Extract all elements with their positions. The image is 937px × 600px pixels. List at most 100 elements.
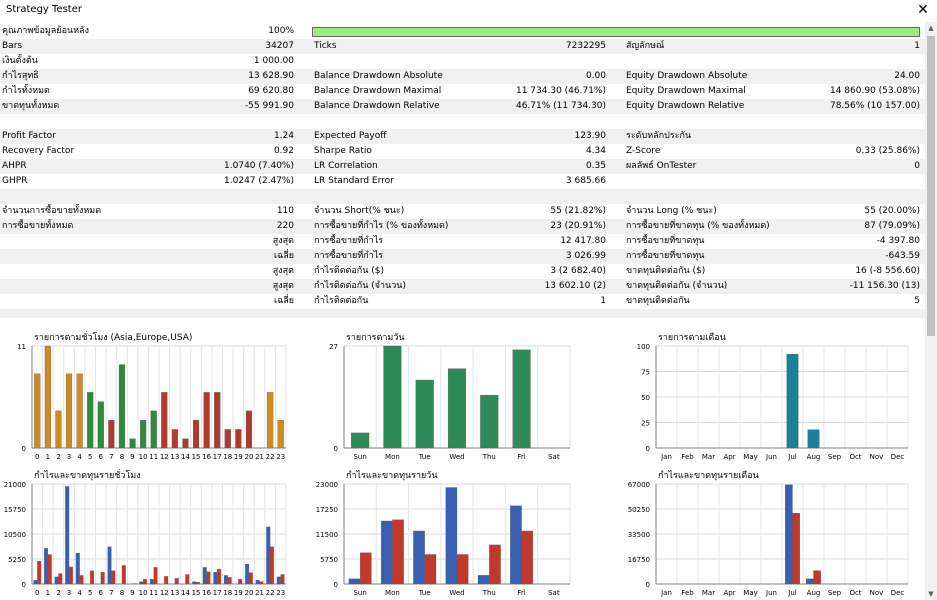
report-label: จำนวน Long (% ชนะ) [626, 206, 717, 216]
report-label: Balance Drawdown Maximal [314, 86, 442, 96]
report-value: สูงสุด [272, 236, 294, 246]
x-tick-label: 4 [77, 589, 82, 597]
report-value: 14 860.90 (53.08%) [829, 86, 920, 96]
report-value: 123.90 [574, 131, 607, 141]
x-tick-label: 5 [88, 453, 92, 461]
bar [161, 392, 168, 449]
y-tick-label: 0 [22, 445, 26, 453]
x-tick-label: 1 [46, 589, 50, 597]
report-label [2, 234, 202, 249]
bar [90, 570, 95, 585]
bar [54, 576, 59, 585]
x-tick-label: 16 [202, 589, 211, 597]
report-value: 3 (2 682.40) [550, 266, 606, 276]
bar [171, 429, 178, 449]
bar [79, 575, 84, 585]
report-row: Recovery Factor 0.92 Sharpe Ratio 4.34 Z-Sco… [0, 144, 925, 159]
x-tick-label: 17 [213, 589, 222, 597]
x-tick-label: 10 [139, 453, 148, 461]
bar [164, 576, 169, 585]
report-label: กำไรติดต่อกัน (จำนวน) [314, 281, 406, 291]
report-label: LR Correlation [314, 161, 378, 171]
bar [206, 571, 211, 585]
report-value: -643.59 [885, 251, 920, 261]
x-tick-label: Mon [385, 589, 400, 597]
report-value [760, 189, 920, 204]
x-tick-label: Apr [723, 589, 735, 597]
report-label: กำไรทั้งหมด [2, 86, 50, 96]
bar [512, 349, 531, 449]
bar [111, 570, 116, 585]
bar [47, 554, 52, 585]
report-label: ขาดทุนทั้งหมด [2, 101, 60, 111]
bar [415, 379, 434, 449]
close-icon[interactable]: ✕ [917, 2, 929, 18]
bar [245, 410, 253, 449]
x-tick-label: May [743, 453, 757, 461]
x-tick-label: 10 [139, 589, 148, 597]
report-value: 46.71% (11 734.30) [515, 101, 606, 111]
report-value: 1.0247 (2.47%) [224, 176, 294, 186]
x-tick-label: 6 [99, 589, 104, 597]
bar [149, 579, 154, 585]
scroll-up-icon[interactable]: ▲ [928, 24, 934, 32]
report-value: 69 620.80 [248, 86, 294, 96]
x-tick-label: Thu [482, 589, 496, 597]
bar [44, 345, 51, 449]
bar [121, 565, 126, 585]
scroll-down-icon[interactable]: ▼ [928, 590, 934, 598]
report-label: การซื้อขายทั้งหมด [2, 221, 74, 231]
y-tick-label: 16750 [628, 556, 650, 564]
x-tick-label: 22 [266, 453, 275, 461]
report-value: 16 (-8 556.60) [855, 266, 920, 276]
chart-title: รายการตามวัน [346, 333, 405, 343]
report-label: ขาดทุนติดต่อกัน [626, 296, 690, 306]
bar [381, 520, 393, 585]
x-tick-label: 21 [255, 453, 264, 461]
bar [75, 552, 80, 585]
report-value: 110 [276, 206, 294, 216]
x-tick-label: 9 [130, 589, 134, 597]
x-tick-label: Jul [787, 453, 797, 461]
y-tick-label: 10500 [4, 531, 26, 539]
chart-canvas: 0 5750 11500 17250 23000 Sun Mon Tue Wed Thu Fri Sa… [316, 481, 571, 597]
chart-pl-hour: กำไรและขาดทุนรายชั่วโมง 0 5250 10500 15750 21… [0, 464, 308, 600]
report-value: 0.00 [585, 71, 606, 81]
scroll-thumb[interactable] [927, 36, 935, 336]
report-value: 0 [914, 161, 920, 171]
bar [44, 548, 48, 585]
report-value: 11 734.30 (46.71%) [515, 86, 606, 96]
bar [55, 410, 62, 449]
report-row: สูงสุด กำไรติดต่อกัน (จำนวน) 13 602.10 (2)… [0, 279, 925, 294]
report-label: การซื้อขายที่ขาดทุน [626, 251, 705, 261]
chart-pl-month: กำไรและขาดทุนรายเดือน 0 16750 33500 50250 670… [624, 464, 924, 600]
x-tick-label: Tue [418, 589, 431, 597]
report-label: Balance Drawdown Relative [314, 101, 440, 111]
x-tick-label: 22 [266, 589, 275, 597]
report-row: เงินตั้งต้น 1 000.00 [0, 54, 925, 69]
bar [813, 570, 821, 585]
report-row: การซื้อขายทั้งหมด 220 การซื้อขายที่กำไร (%… [0, 219, 925, 234]
vertical-scrollbar[interactable]: ▲ ▼ [925, 22, 937, 600]
x-tick-label: 3 [67, 453, 71, 461]
bar [245, 563, 250, 585]
history-quality-row: คุณภาพข้อมูลย้อนหลัง 100% [0, 24, 925, 39]
x-tick-label: 14 [181, 453, 190, 461]
bar [266, 526, 271, 585]
bar [217, 569, 222, 585]
report-value: 0.35 [585, 161, 606, 171]
report-value [200, 309, 294, 318]
report-label: Equity Drawdown Absolute [626, 71, 748, 81]
x-tick-label: Feb [681, 589, 694, 597]
chart-title: รายการตามชั่วโมง (Asia,Europe,USA) [34, 333, 193, 343]
report-label: GHPR [2, 176, 28, 186]
x-tick-label: Apr [723, 453, 735, 461]
y-tick-label: 15750 [4, 506, 26, 514]
bar [248, 572, 253, 585]
report-label: เงินตั้งต้น [2, 56, 38, 66]
x-tick-label: Sep [828, 453, 842, 461]
bar [139, 581, 144, 585]
x-tick-label: 7 [109, 589, 113, 597]
